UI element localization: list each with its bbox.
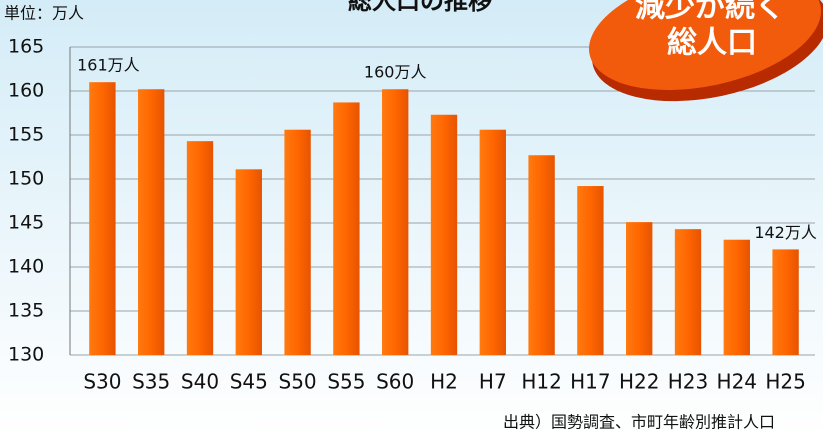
bar [284, 129, 311, 355]
chart-title: 総人口の推移 [348, 0, 492, 15]
x-tick-label: H12 [521, 370, 562, 394]
bar [333, 102, 360, 355]
bar [430, 114, 458, 355]
x-tick-label: S50 [279, 370, 317, 394]
bar [772, 249, 799, 355]
y-tick-label: 145 [8, 212, 44, 234]
bar [723, 239, 750, 355]
x-tick-label: H23 [668, 370, 709, 394]
unit-label: 単位：万人 [4, 4, 84, 23]
x-tick-label: S35 [132, 370, 170, 394]
data-label: 161万人 [77, 56, 140, 75]
x-tick-label: H7 [479, 370, 507, 394]
badge [588, 0, 823, 102]
source: 出典）国勢調査、市町年齢別推計人口 [503, 413, 775, 432]
y-tick-label: 140 [8, 256, 44, 278]
x-tick-label: S45 [230, 370, 268, 394]
bar [235, 169, 262, 355]
y-tick-label: 165 [8, 36, 44, 58]
x-tick-label: S40 [181, 370, 219, 394]
bar [138, 89, 165, 356]
x-tick-label: H22 [619, 370, 660, 394]
x-tick-label: S60 [376, 370, 414, 394]
data-label: 160万人 [364, 63, 427, 82]
y-tick-label: 135 [8, 300, 44, 322]
x-tick-label: S55 [327, 370, 365, 394]
bar [577, 186, 604, 355]
badge-text: 減少が続く [635, 0, 785, 25]
bar [626, 222, 653, 355]
y-tick-label: 160 [8, 80, 44, 102]
y-tick-label: 155 [8, 124, 44, 146]
y-tick-label: 150 [8, 168, 44, 190]
badge-body [588, 0, 822, 91]
x-tick-label: H24 [717, 370, 758, 394]
bar [186, 141, 214, 355]
bar [89, 82, 116, 355]
badge-text: 総人口 [667, 26, 757, 61]
x-tick-label: H25 [765, 370, 806, 394]
bar [479, 129, 506, 355]
y-tick-label: 130 [8, 344, 44, 366]
x-tick-label: S30 [83, 370, 121, 394]
bar [528, 155, 555, 355]
bar [382, 89, 409, 356]
x-tick-label: H2 [430, 370, 458, 394]
bar [674, 229, 702, 355]
data-label: 142万人 [754, 223, 817, 242]
x-tick-label: H17 [570, 370, 611, 394]
